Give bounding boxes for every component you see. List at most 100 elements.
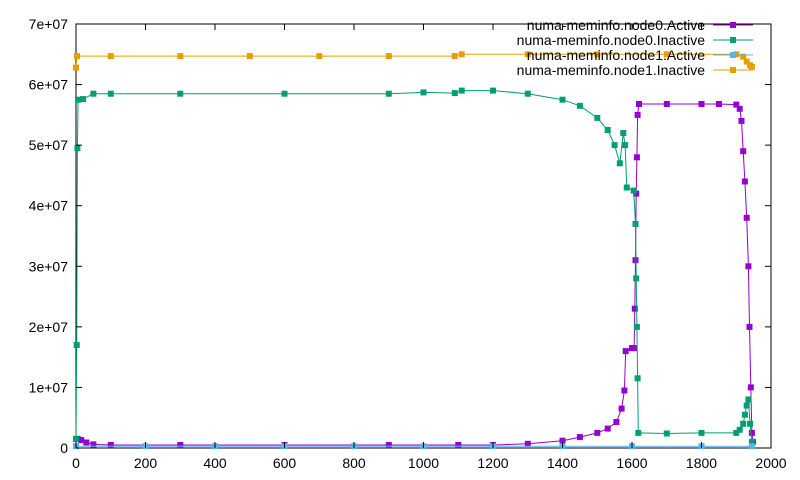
data-point: [623, 184, 630, 191]
y-tick-label: 1e+07: [29, 379, 69, 395]
data-point: [559, 437, 566, 444]
data-point: [74, 145, 81, 152]
data-point: [559, 96, 566, 103]
data-point: [630, 187, 637, 194]
data-point: [663, 51, 670, 58]
x-tick-label: 600: [273, 455, 297, 471]
legend: numa-meminfo.node0.Activenuma-meminfo.no…: [517, 17, 753, 78]
data-point: [420, 89, 427, 96]
data-point: [741, 178, 748, 185]
x-tick-label: 800: [342, 455, 366, 471]
series-numa-meminfo.node0.Inactive: [73, 87, 755, 445]
data-point: [635, 429, 642, 436]
data-point: [281, 90, 288, 97]
data-point: [663, 101, 670, 107]
data-point: [73, 64, 79, 71]
legend-item: numa-meminfo.node1.Inactive: [517, 62, 753, 78]
data-point: [177, 53, 184, 60]
data-point: [740, 420, 747, 427]
data-point: [107, 442, 114, 448]
series-line: [75, 90, 753, 442]
series-layer: [73, 51, 756, 450]
data-point: [698, 101, 705, 107]
data-point: [458, 87, 465, 94]
data-point: [246, 53, 253, 60]
y-tick-label: 5e+07: [29, 137, 69, 153]
y-tick-label: 4e+07: [29, 198, 69, 214]
data-point: [594, 51, 601, 58]
data-point: [698, 429, 705, 436]
data-point: [524, 90, 531, 97]
legend-label: numa-meminfo.node0.Active: [527, 17, 705, 33]
data-point: [733, 101, 740, 108]
data-point: [748, 443, 755, 450]
y-tick-label: 6e+07: [29, 77, 69, 93]
data-point: [524, 440, 531, 447]
data-point: [177, 442, 184, 448]
data-point: [633, 323, 640, 330]
data-point: [634, 111, 641, 118]
data-point: [177, 90, 184, 97]
data-point: [107, 53, 114, 60]
series-line: [76, 103, 754, 446]
data-point: [455, 442, 462, 448]
data-point: [74, 53, 80, 60]
data-point: [715, 101, 722, 107]
data-point: [451, 53, 458, 60]
data-point: [633, 275, 640, 282]
data-point: [576, 434, 583, 441]
y-tick-label: 3e+07: [29, 258, 69, 274]
data-point: [743, 58, 750, 65]
data-point: [75, 96, 82, 103]
data-point: [663, 430, 670, 437]
data-point: [746, 323, 753, 330]
legend-item: numa-meminfo.node0.Active: [527, 17, 753, 33]
data-point: [632, 220, 639, 227]
data-point: [743, 214, 750, 221]
data-point: [604, 425, 611, 432]
data-point: [620, 130, 627, 136]
y-tick-label: 7e+07: [29, 16, 69, 32]
data-point: [490, 87, 496, 94]
data-point: [618, 405, 625, 412]
legend-swatch-marker: [730, 67, 736, 73]
data-point: [738, 117, 745, 124]
data-point: [73, 435, 79, 442]
data-point: [594, 429, 601, 436]
data-point: [622, 348, 629, 355]
data-point: [736, 105, 743, 112]
data-point: [613, 419, 620, 425]
data-point: [748, 438, 755, 445]
data-point: [385, 442, 392, 448]
data-point: [616, 160, 623, 167]
data-point: [80, 96, 86, 103]
data-point: [743, 402, 750, 409]
y-tick-label: 2e+07: [29, 319, 69, 335]
data-point: [631, 305, 638, 312]
data-point: [78, 437, 85, 444]
plot-frame: [75, 23, 772, 449]
legend-label: numa-meminfo.node1.Inactive: [517, 62, 706, 78]
data-point: [740, 53, 747, 60]
data-point: [634, 375, 641, 382]
data-point: [594, 114, 601, 121]
data-point: [385, 53, 392, 60]
legend-swatch-marker: [730, 37, 736, 43]
data-point: [451, 90, 458, 97]
data-point: [316, 53, 323, 60]
legend-label: numa-meminfo.node1.Active: [527, 47, 705, 63]
legend-item: numa-meminfo.node0.Inactive: [517, 32, 753, 48]
x-tick-label: 1600: [616, 455, 647, 471]
data-point: [458, 51, 465, 58]
x-tick-label: 1800: [686, 455, 717, 471]
legend-swatch-marker: [730, 52, 736, 58]
data-point: [73, 342, 80, 348]
data-point: [90, 90, 97, 97]
data-point: [90, 441, 97, 448]
series-numa-meminfo.node1.Inactive: [73, 51, 755, 71]
y-tick-label: 0: [60, 440, 68, 456]
data-point: [748, 64, 755, 70]
legend-label: numa-meminfo.node0.Inactive: [517, 32, 706, 48]
data-point: [621, 387, 628, 394]
